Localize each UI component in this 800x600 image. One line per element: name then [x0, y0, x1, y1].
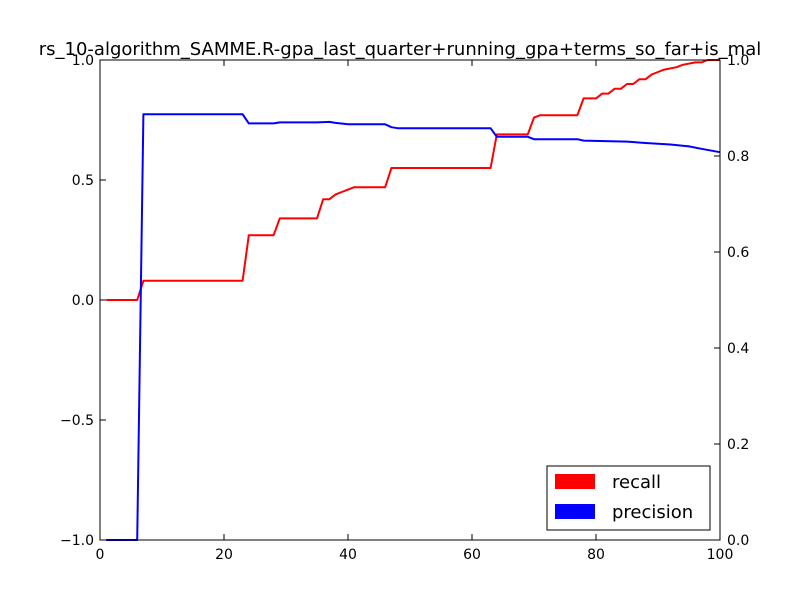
legend-box	[546, 465, 711, 531]
series-layer	[106, 59, 721, 541]
y-left-tick-label: 1.0	[72, 53, 94, 69]
y-left-tick-label: −1.0	[60, 533, 94, 549]
x-tick-label: 100	[707, 547, 734, 563]
y-left-tick-label: 0.0	[72, 293, 94, 309]
y-right-tick-label: 1.0	[727, 53, 749, 69]
y-right-tick-label: 0.0	[727, 533, 749, 549]
y-right-tick-label: 0.6	[727, 245, 749, 261]
y-left-tick-label: −0.5	[60, 413, 94, 429]
y-right-tick-label: 0.2	[727, 437, 749, 453]
x-tick-label: 20	[215, 547, 233, 563]
x-tick-label: 0	[96, 547, 105, 563]
legend-label-recall: recall	[612, 472, 661, 493]
y-right-tick-label: 0.4	[727, 341, 749, 357]
legend-label-precision: precision	[612, 502, 693, 523]
legend-swatch-recall	[555, 474, 595, 489]
chart-title: rs_10-algorithm_SAMME.R-gpa_last_quarter…	[39, 39, 762, 60]
series-line-recall	[106, 59, 720, 301]
x-tick-label: 80	[587, 547, 605, 563]
legend: recall precision	[546, 465, 711, 531]
y-axis-right: 0.0 0.2 0.4 0.6 0.8 1.0	[714, 53, 749, 549]
y-left-tick-label: 0.5	[72, 173, 94, 189]
y-right-tick-label: 0.8	[727, 149, 749, 165]
x-axis: 0 20 40 60 80 100	[96, 60, 734, 563]
legend-swatch-precision	[555, 504, 595, 519]
series-line-precision	[106, 113, 721, 541]
y-axis-left: −1.0 −0.5 0.0 0.5 1.0	[60, 53, 106, 549]
x-tick-label: 60	[463, 547, 481, 563]
x-tick-label: 40	[339, 547, 357, 563]
